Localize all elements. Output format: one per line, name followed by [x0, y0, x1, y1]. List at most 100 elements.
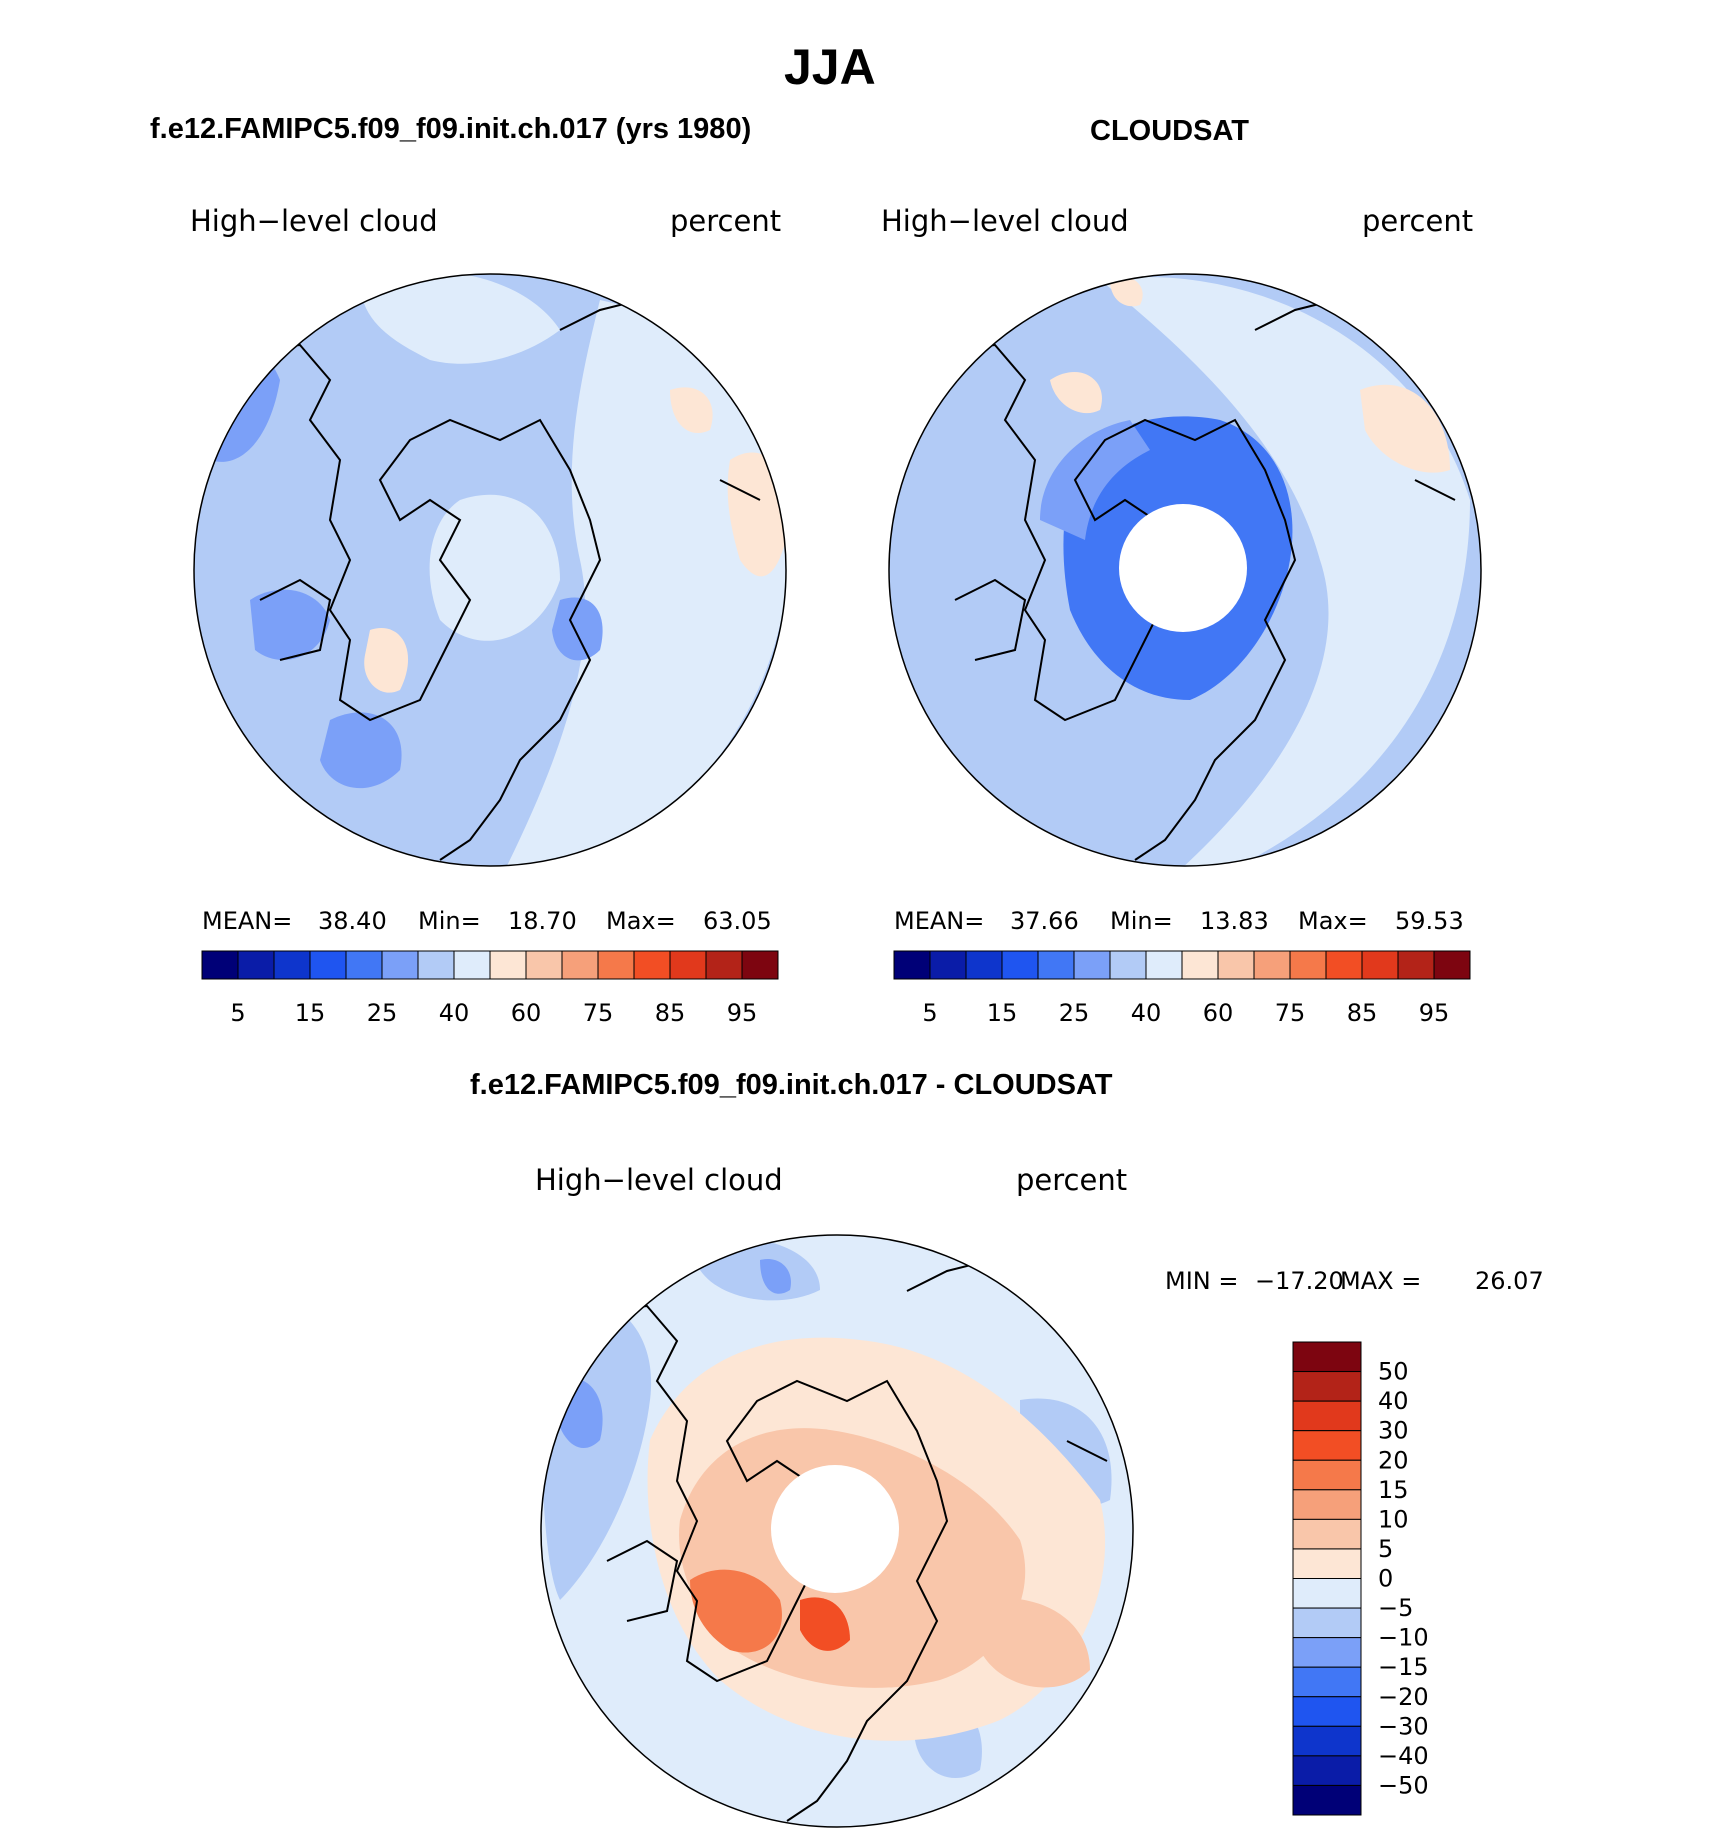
panel-3-colorbar-swatch [1292, 1371, 1362, 1402]
panel-3-colorbar-swatch [1292, 1518, 1362, 1550]
panel-3-colorbar-tick-label: −5 [1378, 1594, 1413, 1622]
panel-3-colorbar-tick-label: 40 [1378, 1387, 1409, 1415]
panel-2-colorbar-tick-label: 75 [1275, 999, 1306, 1027]
panel-2-colorbar-swatch [965, 950, 1003, 980]
panel-2-colorbar-swatch [1217, 950, 1255, 980]
panel-3-colorbar-tick-label: 50 [1378, 1358, 1409, 1386]
panel-2-colorbar-swatch [1289, 950, 1327, 980]
panel-2-colorbar-swatch [1253, 950, 1291, 980]
page-title: JJA [784, 39, 876, 95]
panel-1-colorbar-tick-label: 15 [295, 999, 326, 1027]
panel-1-dark-region-east [552, 597, 603, 661]
panel-2-colorbar-tick-label: 60 [1203, 999, 1234, 1027]
panel-3-colorbar-tick-label: −30 [1378, 1712, 1429, 1740]
panel-1-colorbar-swatch [561, 950, 599, 980]
panel-3-min-label: MIN = [1165, 1267, 1239, 1295]
panel-3-colorbar-tick-label: 20 [1378, 1446, 1409, 1474]
panel-1-warm-patch-greenland [364, 628, 409, 693]
panel-1-colorbar-swatch [669, 950, 707, 980]
panel-3-colorbar-swatch [1292, 1430, 1362, 1461]
panel-1-title: f.e12.FAMIPC5.f09_f09.init.ch.017 (yrs 1… [150, 113, 752, 145]
panel-2-mid-ring [1040, 420, 1150, 540]
panel-2-colorbar-tick-label: 85 [1347, 999, 1378, 1027]
panel-2-colorbar-swatch [1325, 950, 1363, 980]
panel-1-colorbar-swatch [309, 950, 347, 980]
panel-1-colorbar-tick-label: 75 [583, 999, 614, 1027]
panel-2-warm-patch-east [1360, 384, 1450, 473]
panel-1-mean-value: 38.40 [318, 907, 387, 935]
panel-1-colorbar-tick-label: 85 [655, 999, 686, 1027]
panel-2-max-value: 59.53 [1395, 907, 1464, 935]
panel-3-max-value: 26.07 [1475, 1267, 1544, 1295]
panel-3-colorbar-swatch [1292, 1459, 1362, 1491]
panel-1-colorbar-swatch [705, 950, 743, 980]
panel-1-colorbar-tick-label: 25 [367, 999, 398, 1027]
panel-1-colorbar-swatch [273, 950, 311, 980]
panel-1-variable-label: High−level cloud [190, 204, 438, 238]
panel-1-light-region-east [500, 300, 786, 866]
panel-3-max-label: MAX = [1340, 1267, 1422, 1295]
panel-2-variable-label: High−level cloud [881, 204, 1129, 238]
panel-3-polar-hole [771, 1465, 899, 1593]
panel-1-colorbar-swatch [489, 950, 527, 980]
panel-1-colorbar: 5 15 25 40 60 75 85 95 [201, 950, 779, 1027]
panel-3-colorbar-swatch [1292, 1784, 1362, 1816]
panel-2-title: CLOUDSAT [1090, 115, 1249, 147]
panel-2-colorbar-swatch [1433, 950, 1471, 980]
panel-3-colorbar-swatch [1292, 1607, 1362, 1639]
panel-3-colorbar-tick-label: −50 [1378, 1771, 1429, 1799]
panel-1-units-label: percent [670, 204, 782, 238]
panel-1-colorbar-swatch [345, 950, 383, 980]
panel-1-colorbar-swatch [525, 950, 563, 980]
panel-3-units-label: percent [1016, 1163, 1128, 1197]
panel-2-colorbar-swatch [1361, 950, 1399, 980]
panel-3-colorbar-swatch [1292, 1578, 1362, 1609]
panel-1-colorbar-swatch [741, 950, 779, 980]
panel-2-polar-hole [1119, 504, 1247, 632]
panel-1-warm-patch-northeast [670, 387, 713, 434]
panel-2-colorbar-tick-label: 5 [922, 999, 937, 1027]
panel-1-colorbar-swatch [381, 950, 419, 980]
panel-3-colorbar-tick-label: 5 [1378, 1535, 1393, 1563]
panel-1-mean-label: MEAN= [202, 907, 293, 935]
panel-2-map-outline [888, 273, 1482, 867]
panel-2-coastline [904, 299, 1456, 861]
panel-1-colorbar-swatch [237, 950, 275, 980]
panel-3-title: f.e12.FAMIPC5.f09_f09.init.ch.017 - CLOU… [470, 1069, 1113, 1101]
panel-3-colorbar-tick-label: −15 [1378, 1653, 1429, 1681]
panel-2-min-value: 13.83 [1200, 907, 1269, 935]
panel-1-dark-region-south [320, 712, 402, 789]
panel-1-map-field [194, 274, 786, 866]
panel-1-colorbar-tick-label: 5 [230, 999, 245, 1027]
panel-1-max-label: Max= [606, 907, 676, 935]
panel-3-map-outline [540, 1234, 1134, 1828]
panel-3-colorbar-swatch [1292, 1755, 1362, 1786]
panel-2-mean-label: MEAN= [894, 907, 985, 935]
panel-1-light-region-north [360, 274, 560, 364]
panel-2-max-label: Max= [1298, 907, 1368, 935]
panel-3-colorbar-swatch [1292, 1341, 1362, 1373]
panel-2-colorbar-tick-label: 40 [1131, 999, 1162, 1027]
panel-3-colorbar-swatch [1292, 1666, 1362, 1698]
panel-3-colorbar-tick-label: −20 [1378, 1683, 1429, 1711]
panel-2-colorbar-tick-label: 15 [987, 999, 1018, 1027]
panel-2-colorbar-swatch [929, 950, 967, 980]
panel-3-colorbar-tick-label: 30 [1378, 1417, 1409, 1445]
panel-3-warm-patch-east [980, 1598, 1090, 1688]
panel-2-warm-patch-top [1110, 276, 1143, 307]
panel-1-colorbar-tick-label: 95 [727, 999, 758, 1027]
panel-1-colorbar-swatch [633, 950, 671, 980]
panel-3-map [540, 1234, 1134, 1828]
panel-1-light-region-center [429, 494, 560, 641]
panel-3-colorbar-tick-label: −40 [1378, 1742, 1429, 1770]
panel-2-colorbar-swatch [893, 950, 931, 980]
panel-3-colorbar-swatch [1292, 1400, 1362, 1432]
panel-2-colorbar-swatch [1001, 950, 1039, 980]
panel-3-min-value: −17.20 [1255, 1267, 1344, 1295]
panel-1-colorbar-tick-label: 40 [439, 999, 470, 1027]
panel-2-min-label: Min= [1110, 907, 1173, 935]
panel-3-colorbar-swatch [1292, 1548, 1362, 1579]
panel-1-colorbar-tick-label: 60 [511, 999, 542, 1027]
panel-3-cool-patch-north [760, 1259, 791, 1294]
